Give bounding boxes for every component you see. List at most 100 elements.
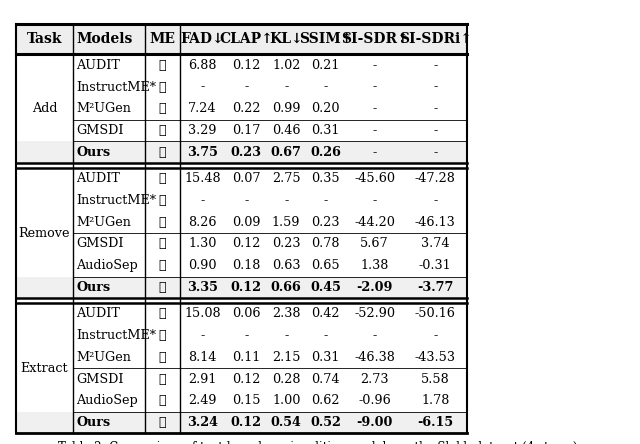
Text: AUDIT: AUDIT <box>76 172 120 185</box>
Text: -: - <box>433 329 437 342</box>
Text: 0.42: 0.42 <box>311 307 340 321</box>
Text: ✓: ✓ <box>159 194 166 207</box>
Text: M²UGen: M²UGen <box>76 102 131 115</box>
Text: ✓: ✓ <box>159 351 166 364</box>
Text: -: - <box>433 194 437 207</box>
Text: ✓: ✓ <box>159 59 166 72</box>
Text: 0.20: 0.20 <box>311 102 340 115</box>
Text: -: - <box>244 81 248 94</box>
Text: 1.78: 1.78 <box>421 394 449 407</box>
Text: CLAP↑: CLAP↑ <box>220 32 273 46</box>
Text: M²UGen: M²UGen <box>76 216 131 229</box>
Text: 8.26: 8.26 <box>188 216 216 229</box>
Text: ✗: ✗ <box>159 259 166 272</box>
Text: Extract: Extract <box>20 362 68 375</box>
Text: -46.13: -46.13 <box>415 216 456 229</box>
Text: 2.75: 2.75 <box>272 172 301 185</box>
Text: ✓: ✓ <box>159 307 166 321</box>
Text: 0.35: 0.35 <box>311 172 340 185</box>
Text: AudioSep: AudioSep <box>76 259 138 272</box>
Text: 0.22: 0.22 <box>232 102 260 115</box>
Text: -: - <box>372 81 377 94</box>
Text: 0.67: 0.67 <box>271 146 301 159</box>
Text: ✓: ✓ <box>159 329 166 342</box>
Text: Ours: Ours <box>76 146 110 159</box>
Text: 15.48: 15.48 <box>184 172 221 185</box>
Text: 0.12: 0.12 <box>231 281 262 294</box>
Text: 5.58: 5.58 <box>421 373 449 385</box>
Text: M²UGen: M²UGen <box>76 351 131 364</box>
Text: 0.23: 0.23 <box>311 216 340 229</box>
Text: -: - <box>372 124 377 137</box>
Text: -52.90: -52.90 <box>354 307 395 321</box>
Text: ✓: ✓ <box>159 146 166 159</box>
Text: 0.90: 0.90 <box>188 259 216 272</box>
Text: Table 2: Comparison of text-based music editing models on the Slakh dataset (4 s: Table 2: Comparison of text-based music … <box>58 440 582 444</box>
Text: 0.12: 0.12 <box>232 238 260 250</box>
Text: 0.65: 0.65 <box>311 259 340 272</box>
Text: 1.59: 1.59 <box>272 216 300 229</box>
Text: -: - <box>244 329 248 342</box>
Text: ✓: ✓ <box>159 81 166 94</box>
Text: 0.28: 0.28 <box>272 373 300 385</box>
Bar <box>16 412 467 433</box>
Text: -: - <box>200 194 204 207</box>
Text: Add: Add <box>32 102 57 115</box>
Text: 0.31: 0.31 <box>311 351 340 364</box>
Text: Remove: Remove <box>19 226 70 240</box>
Text: SI-SDR↑: SI-SDR↑ <box>341 32 408 46</box>
Text: GMSDI: GMSDI <box>76 238 124 250</box>
Text: 0.99: 0.99 <box>272 102 300 115</box>
Text: InstructME*: InstructME* <box>76 194 156 207</box>
Text: 2.49: 2.49 <box>188 394 216 407</box>
Text: ✓: ✓ <box>159 416 166 429</box>
Text: -47.28: -47.28 <box>415 172 456 185</box>
Text: 0.12: 0.12 <box>232 59 260 72</box>
Text: -: - <box>200 329 204 342</box>
Text: -: - <box>284 81 289 94</box>
Text: 0.07: 0.07 <box>232 172 260 185</box>
Text: ✓: ✓ <box>159 216 166 229</box>
Bar <box>16 24 467 55</box>
Text: 2.73: 2.73 <box>360 373 389 385</box>
Text: 0.09: 0.09 <box>232 216 260 229</box>
Text: -9.00: -9.00 <box>356 416 393 429</box>
Text: 3.24: 3.24 <box>187 416 218 429</box>
Text: InstructME*: InstructME* <box>76 81 156 94</box>
Text: AUDIT: AUDIT <box>76 307 120 321</box>
Text: ✗: ✗ <box>159 238 166 250</box>
Text: 3.75: 3.75 <box>187 146 218 159</box>
Text: SI-SDRi↑: SI-SDRi↑ <box>399 32 472 46</box>
Text: -: - <box>244 194 248 207</box>
Bar <box>16 142 467 163</box>
Text: ✓: ✓ <box>159 102 166 115</box>
Text: 6.88: 6.88 <box>188 59 216 72</box>
Text: -: - <box>372 146 377 159</box>
Text: 0.12: 0.12 <box>231 416 262 429</box>
Text: AudioSep: AudioSep <box>76 394 138 407</box>
Text: 0.11: 0.11 <box>232 351 260 364</box>
Text: -6.15: -6.15 <box>417 416 453 429</box>
Text: 0.46: 0.46 <box>272 124 300 137</box>
Text: -50.16: -50.16 <box>415 307 456 321</box>
Text: KL↓: KL↓ <box>269 32 303 46</box>
Text: Ours: Ours <box>76 416 110 429</box>
Text: ME: ME <box>149 32 175 46</box>
Text: Models: Models <box>76 32 132 46</box>
Text: 5.67: 5.67 <box>360 238 389 250</box>
Text: -2.09: -2.09 <box>356 281 393 294</box>
Bar <box>16 277 467 298</box>
Text: -3.77: -3.77 <box>417 281 453 294</box>
Text: -: - <box>433 146 437 159</box>
Text: -0.31: -0.31 <box>419 259 451 272</box>
Text: InstructME*: InstructME* <box>76 329 156 342</box>
Text: -: - <box>433 81 437 94</box>
Text: Task: Task <box>27 32 62 46</box>
Text: 0.26: 0.26 <box>310 146 341 159</box>
Text: -: - <box>372 194 377 207</box>
Text: -: - <box>284 329 289 342</box>
Text: FAD↓: FAD↓ <box>180 32 224 46</box>
Text: -: - <box>323 329 328 342</box>
Text: 0.52: 0.52 <box>310 416 341 429</box>
Text: ✗: ✗ <box>159 394 166 407</box>
